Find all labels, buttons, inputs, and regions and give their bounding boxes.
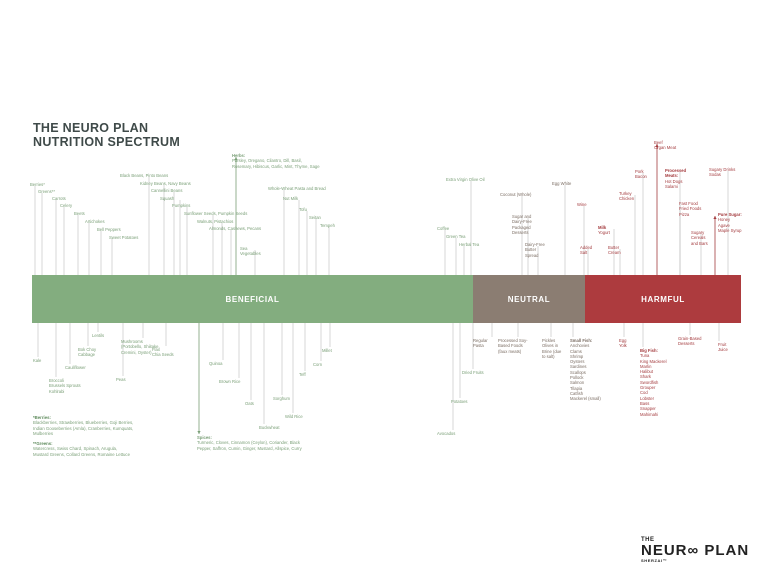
- food-label-processed: Processed Meats: Hot Dogs Salami: [665, 168, 687, 189]
- food-label-milk: Milk Yogurt: [598, 225, 610, 236]
- food-label-flax: Flax Chia Seeds: [152, 347, 174, 358]
- food-label-tempeh: Tempeh: [320, 223, 335, 228]
- food-label-fast-food: Fast Food Fried Foods Pizza: [679, 201, 702, 217]
- food-label-sugary: Sugary Cereals and Bars: [691, 230, 708, 246]
- food-label-regular: Regular Pasta: [473, 338, 488, 349]
- food-label-sugary-drinks: Sugary Drinks Sodas: [709, 167, 736, 178]
- food-label-mushrooms: Mushrooms (Portobello, Shiitake, Cremini…: [121, 339, 160, 355]
- greens-footnote-text: Watercress, Swiss Chard, Spinach, Arugul…: [33, 446, 130, 457]
- food-label-sorghum: Sorghum: [273, 396, 290, 401]
- food-label-pork: Pork Bacon: [635, 169, 647, 180]
- food-label-pure-sugar: Pure Sugar: Honey Agave Maple Syrup: [718, 212, 742, 233]
- food-label-millet: Millet: [322, 348, 332, 353]
- food-label-quinoa: Quinoa: [209, 361, 223, 366]
- food-label-berries: Berries*: [30, 182, 45, 187]
- food-label-carrots: Carrots: [52, 196, 66, 201]
- food-label-walnuts-pistachios: Walnuts, Pistachios: [197, 219, 234, 224]
- food-label-kidney-beans-navy-beans: Kidney Beans, Navy Beans: [140, 181, 191, 186]
- food-label-sweet-potatoes: Sweet Potatoes: [109, 235, 139, 240]
- food-label-beef: Beef Organ Meat: [654, 140, 677, 151]
- food-label-peas: Peas: [116, 377, 126, 382]
- food-label-pickles: Pickles Olives in Brine (due to salt): [542, 338, 562, 359]
- food-label-artichokes: Artichokes: [85, 219, 105, 224]
- arrowhead-beef: [655, 144, 659, 147]
- food-label-butter: Butter Cream: [608, 245, 621, 256]
- beneficial-segment: BENEFICIAL: [32, 275, 473, 323]
- food-label-fruit: Fruit Juice: [718, 342, 728, 353]
- title-line-2: NUTRITION SPECTRUM: [33, 135, 181, 149]
- food-label-turkey: Turkey Chicken: [619, 191, 635, 202]
- harmful-label: HARMFUL: [641, 294, 685, 304]
- food-label-cauliflower: Cauliflower: [65, 365, 86, 370]
- food-label-teff: Teff: [299, 372, 306, 377]
- food-label-squash: Squash: [160, 196, 175, 201]
- food-label-green-tea: Green Tea: [446, 234, 466, 239]
- food-label-black-beans-pinto-beans: Black Beans, Pinto Beans: [120, 173, 169, 178]
- food-label-spices: Spices: Turmeric, Cloves, Cinnamon (Ceyl…: [197, 435, 302, 451]
- food-label-cannellini-beans: Cannellini Beans: [151, 188, 183, 193]
- food-label-added: Added Salt: [580, 245, 593, 256]
- food-label-extra-virgin-olive-oil: Extra Virgin Olive Oil: [446, 177, 485, 182]
- food-label-big-fish: Big Fish: Tuna King Mackerel Marlin Hali…: [640, 348, 667, 417]
- food-label-greens: Greens**: [38, 189, 55, 194]
- food-label-sunflower-seeds-pumpkin-seeds: Sunflower Seeds, Pumpkin Seeds: [184, 211, 248, 216]
- logo-line-1: THE: [641, 537, 655, 543]
- food-label-coffee: Coffee: [437, 226, 450, 231]
- food-label-egg-white: Egg White: [552, 181, 572, 186]
- arrowhead-herbs: [234, 157, 238, 160]
- food-label-grain-based: Grain-Based Desserts: [678, 336, 702, 347]
- berries-footnote-text: Blackberries, Strawberries, Blueberries,…: [33, 420, 134, 437]
- food-label-potatoes: Potatoes: [451, 399, 468, 404]
- beneficial-label: BENEFICIAL: [225, 294, 280, 304]
- logo-line-2: NEUR∞ PLAN: [641, 542, 750, 559]
- food-label-seitan: Seitan: [309, 215, 321, 220]
- food-label-egg: Egg Yolk: [619, 338, 627, 349]
- food-label-celery: Celery: [60, 203, 73, 208]
- food-label-coconut-whole: Coconut (Whole): [500, 192, 532, 197]
- food-label-almonds-cashews-pecans: Almonds, Cashews, Pecans: [209, 226, 262, 231]
- food-label-herbs: Herbs: Parsley, Oregano, Cilantro, Dill,…: [232, 153, 320, 169]
- food-label-avocados: Avocados: [437, 431, 456, 436]
- food-label-pumpkins: Pumpkins: [172, 203, 191, 208]
- food-label-buckwheat: Buckwheat: [259, 425, 280, 430]
- title-line-1: THE NEURO PLAN: [33, 121, 149, 135]
- arrowhead-pure-sugar: [713, 216, 717, 219]
- berries-footnote: *Berries: Blackberries, Strawberries, Bl…: [33, 415, 133, 437]
- food-label-processed-soy: Processed Soy- Based Foods (faux meats): [498, 338, 528, 354]
- food-label-herbal-tea: Herbal Tea: [459, 242, 480, 247]
- neutral-label: NEUTRAL: [507, 294, 551, 304]
- food-label-wild-rice: Wild Rice: [285, 414, 303, 419]
- food-label-oats: Oats: [245, 401, 254, 406]
- neuro-plan-logo: THE NEUR∞ PLAN SHERZAI™: [641, 537, 749, 563]
- food-label-brown-rice: Brown Rice: [219, 379, 241, 384]
- food-label-dried-fruits: Dried Fruits: [462, 370, 484, 375]
- greens-footnote: **Greens: Watercress, Swiss Chard, Spina…: [33, 441, 130, 457]
- food-label-bok-choy: Bok Choy Cabbage: [78, 347, 97, 358]
- food-label-whole-wheat-pasta-and-bread: Whole-Wheat Pasta and Bread: [268, 186, 326, 191]
- food-label-kale: Kale: [33, 358, 42, 363]
- food-label-small-fish: Small Fish: Anchovies Clams Shrimp Oyste…: [570, 338, 601, 402]
- food-label-sugar-and: Sugar and Dairy-Free Packaged Desserts: [512, 214, 532, 235]
- greens-footnote-heading: **Greens:: [33, 441, 53, 446]
- logo-line-3: SHERZAI™: [641, 558, 668, 563]
- food-label-broccoli: Broccoli Brussels Sprouts Kohlrabi: [49, 378, 81, 394]
- food-label-dairy-free: Dairy-Free Butter Spread: [525, 242, 545, 258]
- food-label-tofu: Tofu: [299, 207, 307, 212]
- arrowhead-spices: [197, 431, 201, 434]
- food-label-corn: Corn: [313, 362, 323, 367]
- food-label-wine: Wine: [577, 202, 587, 207]
- food-label-bell-peppers: Bell Peppers: [97, 227, 121, 232]
- harmful-segment: HARMFUL: [585, 275, 741, 323]
- food-label-lentils: Lentils: [92, 333, 105, 338]
- food-label-nut-milk: Nut Milk: [283, 196, 299, 201]
- food-label-beets: Beets: [74, 211, 85, 216]
- food-label-sea: Sea Vegetables: [240, 246, 261, 257]
- spectrum-band: BENEFICIAL NEUTRAL HARMFUL: [32, 275, 741, 323]
- berries-footnote-heading: *Berries:: [33, 415, 51, 420]
- neutral-segment: NEUTRAL: [473, 275, 585, 323]
